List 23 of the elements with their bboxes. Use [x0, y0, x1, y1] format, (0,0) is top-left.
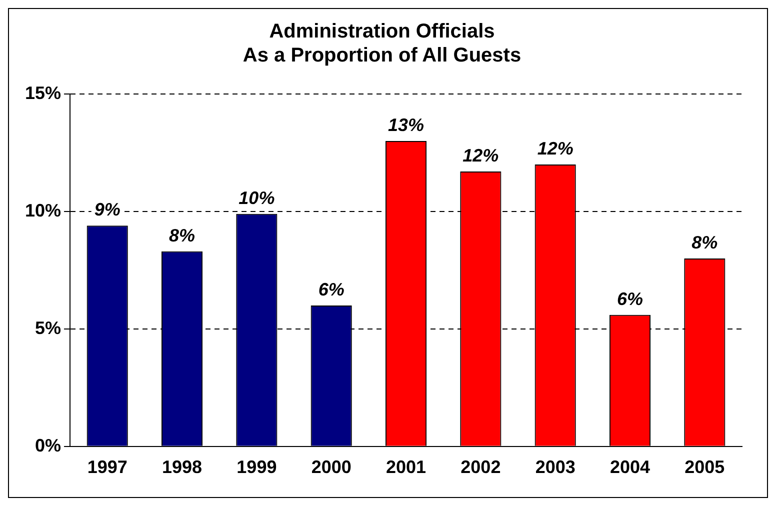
x-tick-label: 2003 — [535, 457, 576, 478]
x-tick-label: 1997 — [87, 457, 128, 478]
data-label: 6% — [318, 279, 344, 300]
x-tick-label: 2001 — [386, 457, 426, 478]
y-tick-label: 15% — [24, 82, 62, 103]
data-label: 10% — [238, 188, 275, 208]
x-tick-label: 2005 — [684, 457, 725, 478]
y-tick-label: 0% — [35, 435, 62, 456]
x-tick-label: 2004 — [610, 457, 650, 478]
data-label: 6% — [616, 288, 644, 309]
data-label: 8% — [692, 232, 718, 252]
data-label: 9% — [94, 200, 120, 220]
data-label: 12% — [537, 138, 574, 158]
y-tick-label: 10% — [24, 200, 62, 220]
x-tick-label: 2000 — [311, 457, 352, 478]
data-label: 12% — [462, 145, 499, 166]
x-tick-label: 1999 — [236, 457, 277, 478]
data-label: 13% — [388, 114, 424, 135]
x-tick-label: 1998 — [162, 457, 202, 478]
x-tick-label: 2002 — [460, 457, 501, 478]
y-tick-label: 5% — [35, 318, 62, 338]
data-label: 8% — [169, 225, 196, 246]
chart-title: Administration Officials As a Proportion of All Guests — [242, 20, 522, 67]
